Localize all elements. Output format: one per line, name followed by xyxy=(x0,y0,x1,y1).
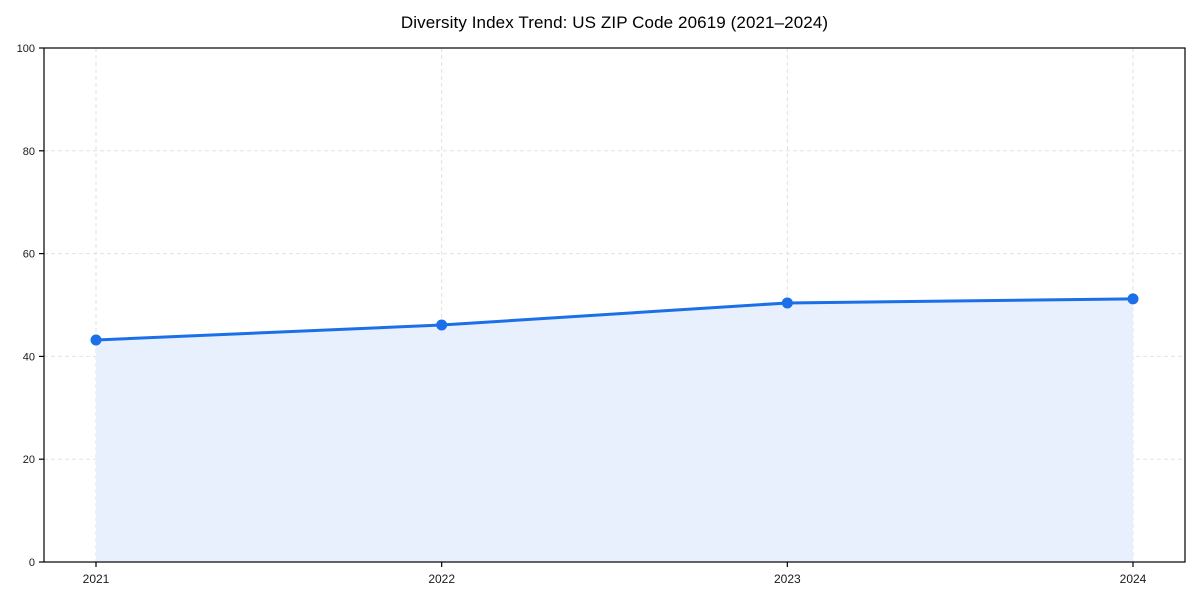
y-tick-label: 80 xyxy=(23,146,35,158)
x-tick-label: 2022 xyxy=(428,572,455,586)
y-tick-label: 100 xyxy=(17,43,35,55)
x-tick-label: 2024 xyxy=(1120,572,1147,586)
chart-title: Diversity Index Trend: US ZIP Code 20619… xyxy=(400,13,829,32)
data-point xyxy=(781,297,793,309)
data-point xyxy=(436,319,448,331)
y-tick-label: 60 xyxy=(23,249,35,261)
y-tick-label: 20 xyxy=(23,454,35,466)
x-tick-label: 2021 xyxy=(83,572,110,586)
y-tick-label: 0 xyxy=(29,557,35,569)
data-point xyxy=(1127,293,1139,305)
data-point xyxy=(90,334,102,346)
plot-border xyxy=(43,47,1186,563)
area-fill xyxy=(96,298,1133,562)
trend-line xyxy=(94,297,1135,342)
y-tick-label: 40 xyxy=(23,351,35,363)
x-tick-label: 2023 xyxy=(774,572,801,586)
